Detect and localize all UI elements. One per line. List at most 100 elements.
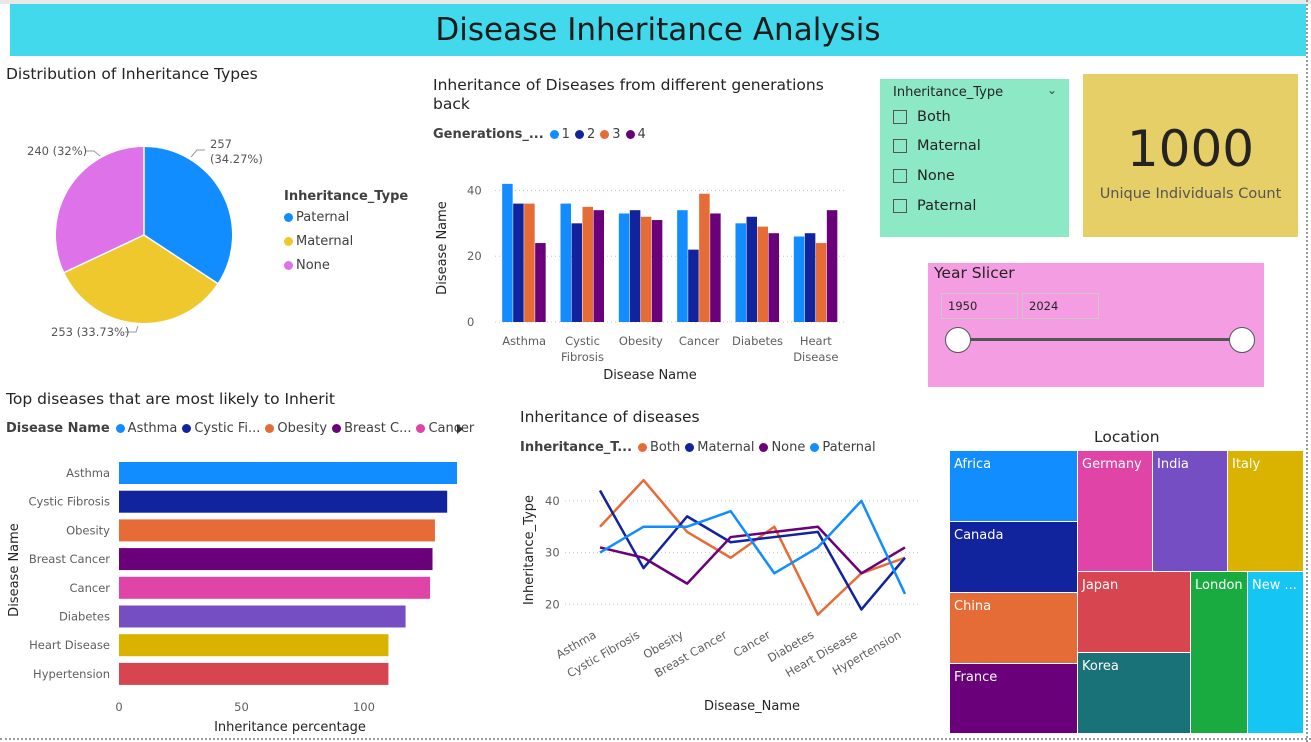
bar-cystic-fibrosis[interactable] [119, 490, 448, 513]
bar-hypertension[interactable] [119, 662, 389, 685]
pie-leader-maternal [125, 325, 139, 333]
bar-cystic-fibrosis-gen3[interactable] [582, 206, 594, 322]
y-tick-label: Hypertension [33, 667, 110, 681]
top-legend-item-obesity[interactable]: Obesity [265, 421, 327, 436]
legend-label: None [771, 440, 806, 455]
bar-obesity[interactable] [119, 519, 435, 542]
pie-slice-none[interactable] [55, 147, 144, 273]
line-series-maternal[interactable] [598, 489, 906, 611]
generations-legend-item-1[interactable]: 1 [549, 127, 570, 142]
bar-diabetes-gen1[interactable] [735, 223, 747, 322]
y-tick-label: Asthma [66, 466, 110, 480]
legend-dot-icon [284, 213, 293, 222]
bar-obesity-gen1[interactable] [618, 213, 630, 322]
bar-asthma[interactable] [119, 462, 457, 484]
treemap-cell-india[interactable]: India [1153, 451, 1227, 571]
bar-obesity-gen4[interactable] [651, 220, 663, 322]
line-series-none[interactable] [599, 525, 906, 585]
generations-legend-item-2[interactable]: 2 [574, 127, 595, 142]
line-legend-item-none[interactable]: None [759, 440, 805, 455]
legend-dot-icon [810, 443, 820, 452]
bar-asthma-gen4[interactable] [535, 243, 546, 322]
bar-cancer-gen4[interactable] [710, 213, 721, 322]
bar-heart-disease-gen4[interactable] [826, 210, 838, 322]
top-legend-item-cancer[interactable]: Cancer [416, 421, 474, 436]
bar-heart-disease-gen2[interactable] [804, 233, 816, 322]
bar-heart-disease-gen1[interactable] [793, 236, 805, 322]
bar-cancer-gen2[interactable] [688, 249, 699, 322]
legend-dot-icon [600, 130, 610, 139]
bar-diabetes[interactable] [119, 605, 406, 628]
inheritance-type-slicer: Inheritance_Type ⌄ Both Maternal None Pa… [880, 79, 1069, 237]
slicer-option-none[interactable]: None [893, 168, 955, 184]
checkbox-icon[interactable] [893, 199, 907, 213]
line-legend-item-paternal[interactable]: Paternal [810, 440, 876, 455]
line-series-paternal[interactable] [599, 499, 907, 595]
treemap-cell-japan[interactable]: Japan [1078, 572, 1190, 652]
slicer-option-label: Maternal [917, 138, 981, 154]
top-diseases-bar-chart[interactable]: 0 50 100 Asthma Cystic Fibrosis Obesity Breast… [0, 450, 470, 740]
treemap-cell-new[interactable]: New ... [1248, 572, 1303, 733]
location-treemap[interactable]: Africa Canada China France Germany India Italy… [950, 451, 1303, 733]
top-legend-item-asthma[interactable]: Asthma [115, 421, 177, 436]
generations-legend-item-4[interactable]: 4 [625, 127, 646, 142]
slicer-option-both[interactable]: Both [893, 109, 951, 125]
x-tick-label: Cancer [679, 334, 720, 348]
year-slider-start-handle[interactable] [945, 327, 971, 353]
bar-cancer-gen1[interactable] [677, 210, 688, 322]
bar-asthma-gen1[interactable] [502, 183, 513, 322]
treemap-cell-africa[interactable]: Africa [950, 451, 1077, 521]
chevron-down-icon[interactable]: ⌄ [1046, 83, 1057, 97]
bar-cancer-gen3[interactable] [699, 193, 710, 322]
year-slider-end-handle[interactable] [1229, 327, 1255, 353]
checkbox-icon[interactable] [893, 139, 907, 153]
treemap-cell-china[interactable]: China [950, 593, 1077, 663]
bar-diabetes-gen4[interactable] [768, 233, 780, 322]
slicer-option-paternal[interactable]: Paternal [893, 198, 976, 214]
year-from-input[interactable]: 1950 [941, 293, 1018, 319]
top-diseases-title: Top diseases that are most likely to Inh… [6, 390, 335, 408]
dashboard-title: Disease Inheritance Analysis [435, 12, 881, 48]
line-series-both[interactable] [599, 478, 906, 616]
generations-bar-chart[interactable]: 0 20 40 Asthma Cystic Fibrosis Obesity Cancer Di… [425, 150, 865, 390]
bar-obesity-gen3[interactable] [640, 216, 652, 322]
generations-legend-item-3[interactable]: 3 [600, 127, 621, 142]
checkbox-icon[interactable] [893, 169, 907, 183]
pie-chart[interactable]: 257 (34.27%) 240 (32%) 253 (33.73%) [0, 90, 420, 350]
line-legend-item-both[interactable]: Both [638, 440, 680, 455]
treemap-cell-korea[interactable]: Korea [1078, 653, 1190, 733]
bar-obesity-gen2[interactable] [629, 210, 641, 322]
checkbox-icon[interactable] [893, 110, 907, 124]
bar-asthma-gen3[interactable] [524, 203, 535, 322]
legend-next-arrow-icon[interactable] [454, 422, 466, 436]
treemap-cell-france[interactable]: France [950, 664, 1077, 733]
bar-cystic-fibrosis-gen1[interactable] [560, 203, 572, 322]
pie-legend-item-paternal[interactable]: Paternal [284, 210, 408, 225]
line-legend-item-maternal[interactable]: Maternal [685, 440, 754, 455]
pie-slice-maternal[interactable] [64, 235, 218, 323]
bar-cancer[interactable] [119, 576, 431, 599]
bar-cystic-fibrosis-gen2[interactable] [571, 223, 583, 322]
treemap-cell-italy[interactable]: Italy [1228, 451, 1303, 571]
bar-diabetes-gen2[interactable] [746, 216, 758, 322]
bar-heart-disease-gen3[interactable] [815, 243, 827, 322]
bar-breast-cancer[interactable] [119, 548, 433, 571]
pie-legend-title: Inheritance_Type [284, 189, 409, 204]
bar-diabetes-gen3[interactable] [757, 226, 769, 322]
bar-heart-disease[interactable] [119, 634, 389, 657]
top-legend-item-breast[interactable]: Breast C... [332, 421, 411, 436]
x-tick-label: Obesity [619, 334, 663, 348]
slicer-option-maternal[interactable]: Maternal [893, 138, 981, 154]
top-legend-item-cystic[interactable]: Cystic Fi... [182, 421, 260, 436]
pie-legend-item-none[interactable]: None [284, 258, 408, 273]
year-slider-track[interactable] [958, 338, 1243, 341]
year-to-input[interactable]: 2024 [1022, 293, 1099, 319]
treemap-cell-germany[interactable]: Germany [1078, 451, 1152, 571]
treemap-cell-canada[interactable]: Canada [950, 522, 1077, 592]
y-tick-label: Cancer [70, 581, 111, 595]
treemap-cell-london[interactable]: London [1191, 572, 1247, 733]
bar-cystic-fibrosis-gen4[interactable] [593, 210, 605, 322]
pie-legend-item-maternal[interactable]: Maternal [284, 234, 408, 249]
bar-asthma-gen2[interactable] [513, 203, 524, 322]
